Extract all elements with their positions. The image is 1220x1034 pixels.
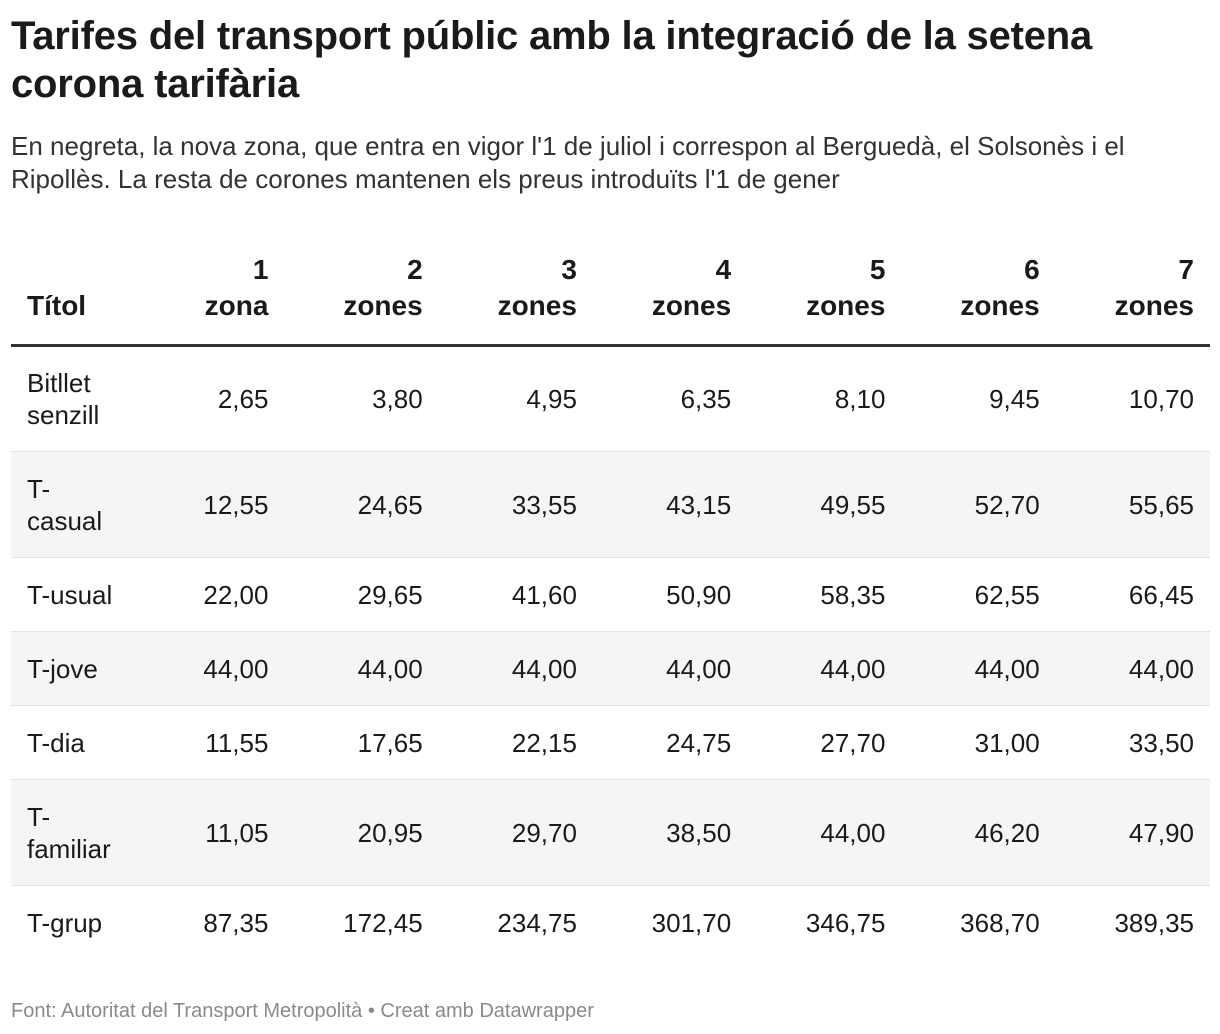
row-title-cell: T-familiar [27, 801, 111, 864]
fare-cell: 2,65 [217, 384, 269, 414]
header-zone-unit: zones [960, 290, 1040, 321]
fare-cell: 41,60 [511, 579, 577, 610]
table-row: T-usual 22,00 29,65 41,60 50,90 58,35 62… [11, 558, 1210, 632]
fare-cell: 346,75 [805, 907, 886, 938]
fare-cell: 44,00 [974, 653, 1040, 684]
fare-cell: 4,95 [526, 384, 577, 414]
fare-cell: 22,00 [203, 579, 269, 610]
header-zone-number: 4 [715, 254, 732, 285]
fares-table-container: Títol 1 zona 2 zones 3 zones 4 zones 5 zones … [11, 240, 1210, 960]
header-row: Títol 1 zona 2 zones 3 zones 4 zones 5 zones … [11, 240, 1210, 347]
chart-footer: Font: Autoritat del Transport Metropolit… [11, 998, 594, 1024]
chart-title: Tarifes del transport públic amb la inte… [11, 14, 1093, 106]
fare-cell: 20,95 [357, 817, 423, 848]
fare-cell: 52,70 [974, 489, 1040, 520]
fare-cell: 44,00 [357, 653, 423, 684]
header-zone-unit: zones [343, 290, 423, 321]
header-zone-number: 5 [869, 254, 886, 285]
fare-cell: 29,70 [511, 817, 577, 848]
footer-separator: • [362, 1000, 381, 1022]
fare-cell: 38,50 [666, 817, 732, 848]
row-title-cell: Bitllet senzill [27, 368, 100, 430]
fare-cell: 49,55 [820, 489, 886, 520]
fare-cell: 46,20 [974, 817, 1040, 848]
header-zone-unit: zones [806, 290, 886, 321]
fares-table: Títol 1 zona 2 zones 3 zones 4 zones 5 zones … [11, 240, 1210, 960]
row-title-cell: T-casual [27, 473, 103, 536]
header-zone-column: 1 zona [130, 240, 285, 347]
fare-cell: 6,35 [680, 384, 732, 414]
fare-cell: 44,00 [666, 653, 732, 684]
fare-cell: 44,00 [1128, 653, 1194, 684]
fare-cell: 12,55 [203, 489, 269, 520]
fare-cell: 24,75 [666, 727, 732, 758]
datawrapper-credit-link[interactable]: Creat amb Datawrapper [380, 1000, 594, 1022]
fare-cell: 66,45 [1128, 579, 1194, 610]
header-zone-unit: zones [1114, 290, 1194, 321]
fare-cell: 17,65 [357, 727, 423, 758]
row-title-cell: T-usual [27, 579, 113, 610]
header-zone-number: 3 [561, 254, 577, 285]
fare-cell: 172,45 [343, 907, 423, 938]
fare-cell: 62,55 [974, 579, 1040, 610]
fare-cell: 55,65 [1128, 489, 1194, 520]
fare-cell: 368,70 [960, 907, 1040, 938]
header-zone-unit: zona [204, 290, 269, 321]
header-zone-column: 2 zones [284, 240, 439, 347]
table-row: T-dia 11,55 17,65 22,15 24,75 27,70 31,0… [11, 706, 1210, 780]
fare-cell: 11,55 [205, 727, 269, 758]
fare-cell: 234,75 [497, 907, 577, 938]
header-zone-number: 6 [1024, 254, 1040, 285]
fare-cell: 43,15 [666, 489, 732, 520]
header-zone-number: 2 [407, 254, 423, 285]
fare-cell: 9,45 [989, 384, 1040, 414]
fare-cell: 44,00 [820, 653, 886, 684]
fare-cell: 27,70 [820, 727, 886, 758]
fare-cell: 22,15 [511, 727, 577, 758]
fare-cell: 50,90 [666, 579, 732, 610]
row-title-cell: T-grup [27, 907, 103, 938]
table-row: Bitllet senzill 2,65 3,80 4,95 6,35 8,10… [11, 346, 1210, 452]
fare-cell: 44,00 [511, 653, 577, 684]
fare-cell: 31,00 [974, 727, 1040, 758]
fare-cell: 33,55 [511, 489, 577, 520]
row-title-cell: T-dia [27, 727, 85, 758]
header-zone-column: 5 zones [747, 240, 902, 347]
table-header: Títol 1 zona 2 zones 3 zones 4 zones 5 zones … [11, 240, 1210, 347]
row-title-cell: T-jove [27, 653, 98, 684]
fare-cell: 389,35 [1114, 907, 1194, 938]
header-zone-column: 7 zones [1055, 240, 1210, 347]
fare-cell: 58,35 [820, 579, 886, 610]
table-row: T-familiar 11,05 20,95 29,70 38,50 44,00… [11, 779, 1210, 886]
fare-cell: 87,35 [203, 907, 269, 938]
fare-cell: 44,00 [203, 653, 269, 684]
header-zone-unit: zones [651, 290, 732, 321]
header-zone-column: 3 zones [438, 240, 593, 347]
header-zone-number: 7 [1178, 254, 1194, 285]
table-row: T-jove 44,00 44,00 44,00 44,00 44,00 44,… [11, 631, 1210, 706]
fare-cell: 11,05 [205, 817, 269, 848]
header-title-column: Títol [11, 240, 131, 347]
fare-cell: 10,70 [1128, 384, 1194, 414]
table-row: T-grup 87,35 172,45 234,75 301,70 346,75… [11, 886, 1210, 960]
header-zone-number: 1 [252, 254, 269, 285]
table-row: T-casual 12,55 24,65 33,55 43,15 49,55 5… [11, 451, 1210, 558]
fare-cell: 24,65 [357, 489, 423, 520]
chart-subtitle: En negreta, la nova zona, que entra en v… [11, 131, 1125, 194]
fare-cell: 29,65 [357, 579, 423, 610]
table-body: Bitllet senzill 2,65 3,80 4,95 6,35 8,10… [11, 346, 1210, 960]
fare-cell: 44,00 [820, 817, 886, 848]
header-zone-unit: zones [497, 290, 577, 321]
header-zone-column: 6 zones [901, 240, 1056, 347]
header-zone-column: 4 zones [592, 240, 748, 347]
fare-cell: 301,70 [651, 907, 732, 938]
fare-cell: 33,50 [1128, 727, 1194, 758]
source-note: Font: Autoritat del Transport Metropolit… [11, 1000, 363, 1022]
fare-cell: 47,90 [1128, 817, 1194, 848]
fare-cell: 8,10 [834, 384, 886, 414]
fare-cell: 3,80 [372, 384, 423, 414]
